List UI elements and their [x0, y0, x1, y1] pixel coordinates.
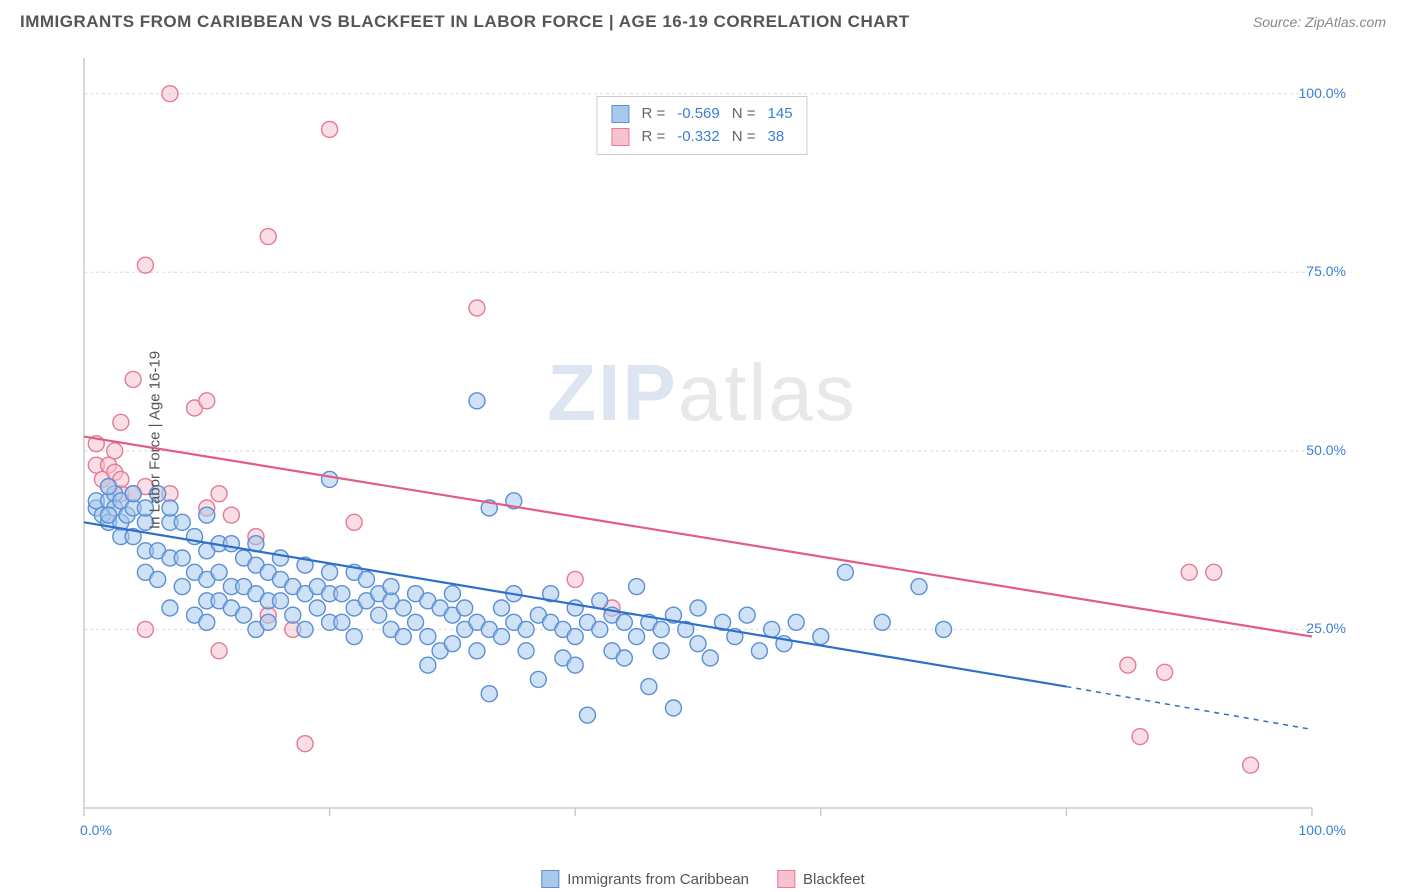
legend-item: Immigrants from Caribbean [541, 870, 749, 888]
correlation-row: R = -0.332 N = 38 [611, 126, 792, 149]
n-label: N = [732, 126, 756, 149]
r-label: R = [641, 126, 665, 149]
y-tick-label: 100.0% [1299, 85, 1346, 101]
n-value: 38 [768, 126, 785, 149]
y-axis-label: In Labor Force | Age 16-19 [147, 351, 164, 529]
legend-label: Blackfeet [803, 871, 865, 888]
legend-swatch-icon [611, 128, 629, 146]
legend-swatch-icon [541, 870, 559, 888]
n-value: 145 [768, 103, 793, 126]
chart-area: In Labor Force | Age 16-19 ZIPatlas R = … [52, 48, 1352, 832]
legend-label: Immigrants from Caribbean [567, 871, 749, 888]
correlation-row: R = -0.569 N = 145 [611, 103, 792, 126]
scatter-plot [52, 48, 1352, 832]
x-tick-label: 0.0% [80, 822, 112, 838]
legend-swatch-icon [777, 870, 795, 888]
r-value: -0.569 [677, 103, 720, 126]
legend-item: Blackfeet [777, 870, 865, 888]
series-legend: Immigrants from Caribbean Blackfeet [541, 870, 864, 888]
y-tick-label: 50.0% [1306, 442, 1346, 458]
legend-swatch-icon [611, 105, 629, 123]
r-label: R = [641, 103, 665, 126]
x-tick-label: 100.0% [1299, 822, 1346, 838]
header-bar: IMMIGRANTS FROM CARIBBEAN VS BLACKFEET I… [0, 0, 1406, 40]
chart-title: IMMIGRANTS FROM CARIBBEAN VS BLACKFEET I… [20, 12, 910, 32]
r-value: -0.332 [677, 126, 720, 149]
correlation-legend: R = -0.569 N = 145 R = -0.332 N = 38 [596, 96, 807, 155]
n-label: N = [732, 103, 756, 126]
y-tick-label: 25.0% [1306, 620, 1346, 636]
y-tick-label: 75.0% [1306, 263, 1346, 279]
source-attribution: Source: ZipAtlas.com [1253, 14, 1386, 30]
